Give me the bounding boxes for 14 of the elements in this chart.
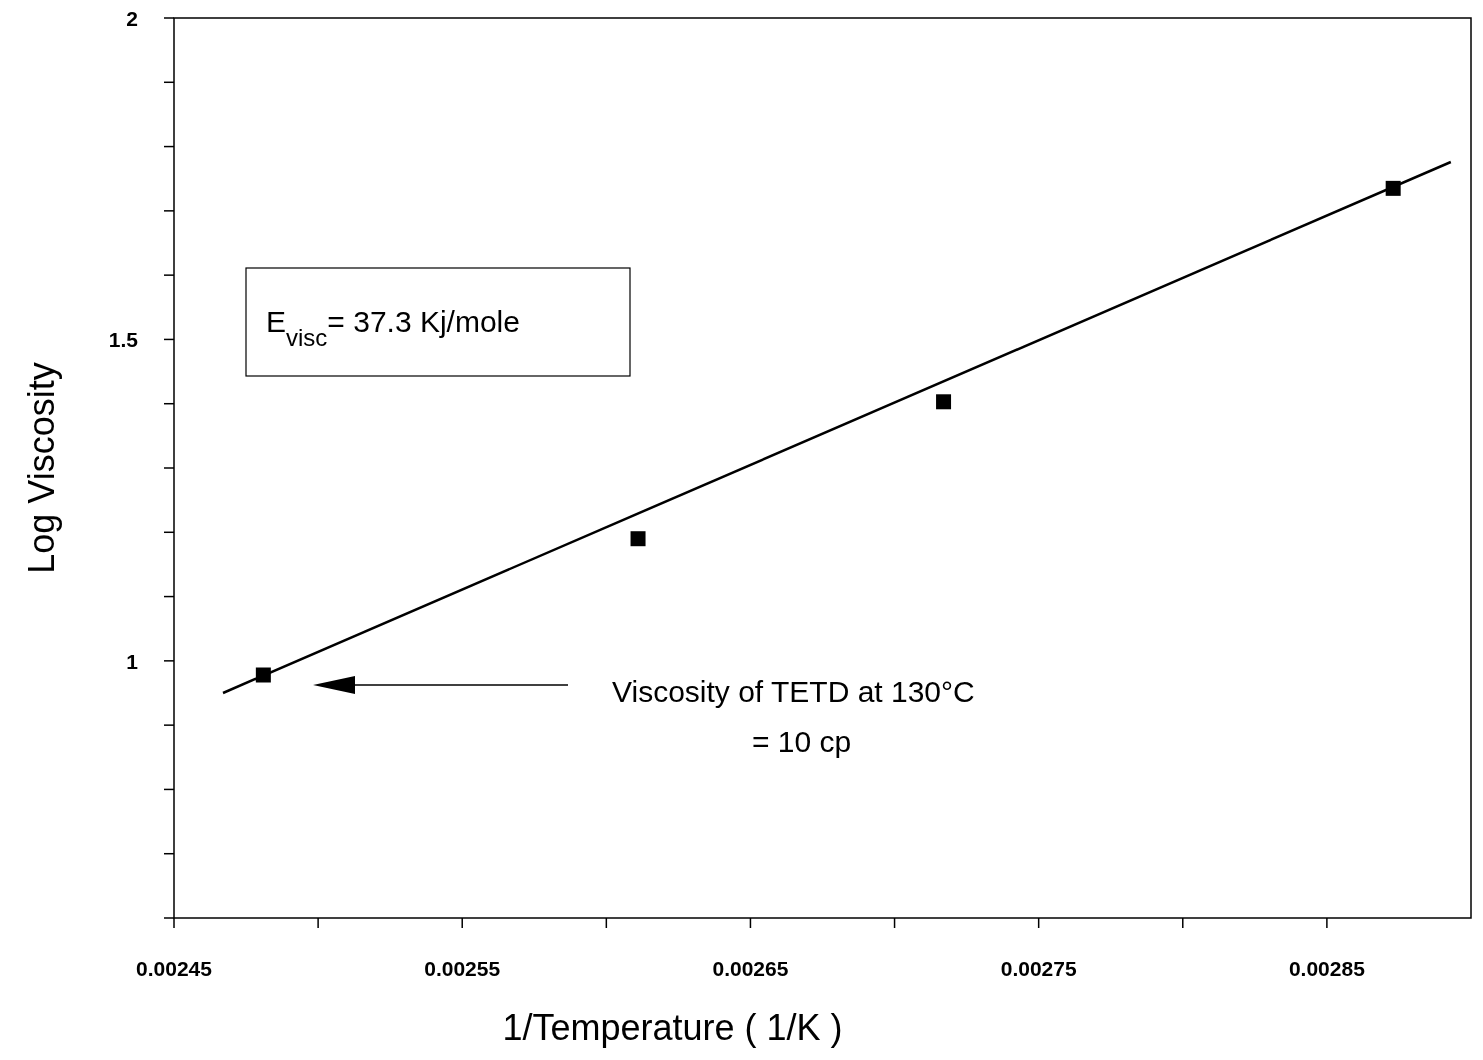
y-tick-label: 1 [126,649,139,673]
annotation: E$_{visc}$= 37.3 Kj/mole [266,305,520,351]
point [630,531,646,547]
annotation: Viscosity of TETD at 130°C = 10 cp [612,675,975,758]
y-axis-title: Log Viscosity [21,362,62,574]
x-tick-label: 0.00285 [1288,957,1366,980]
y-tick-label: 2 [126,7,138,30]
x-tick-label: 0.00275 [1000,957,1077,980]
x-tick-label: 0.00265 [712,957,789,980]
point [936,394,952,410]
x-axis-title: 1/Temperature ( 1/K ) [502,1007,843,1048]
x-tick-label: 0.00245 [136,957,213,980]
y-tick-label: 1.5 [108,328,139,352]
x-tick-label: 0.00255 [424,957,501,980]
